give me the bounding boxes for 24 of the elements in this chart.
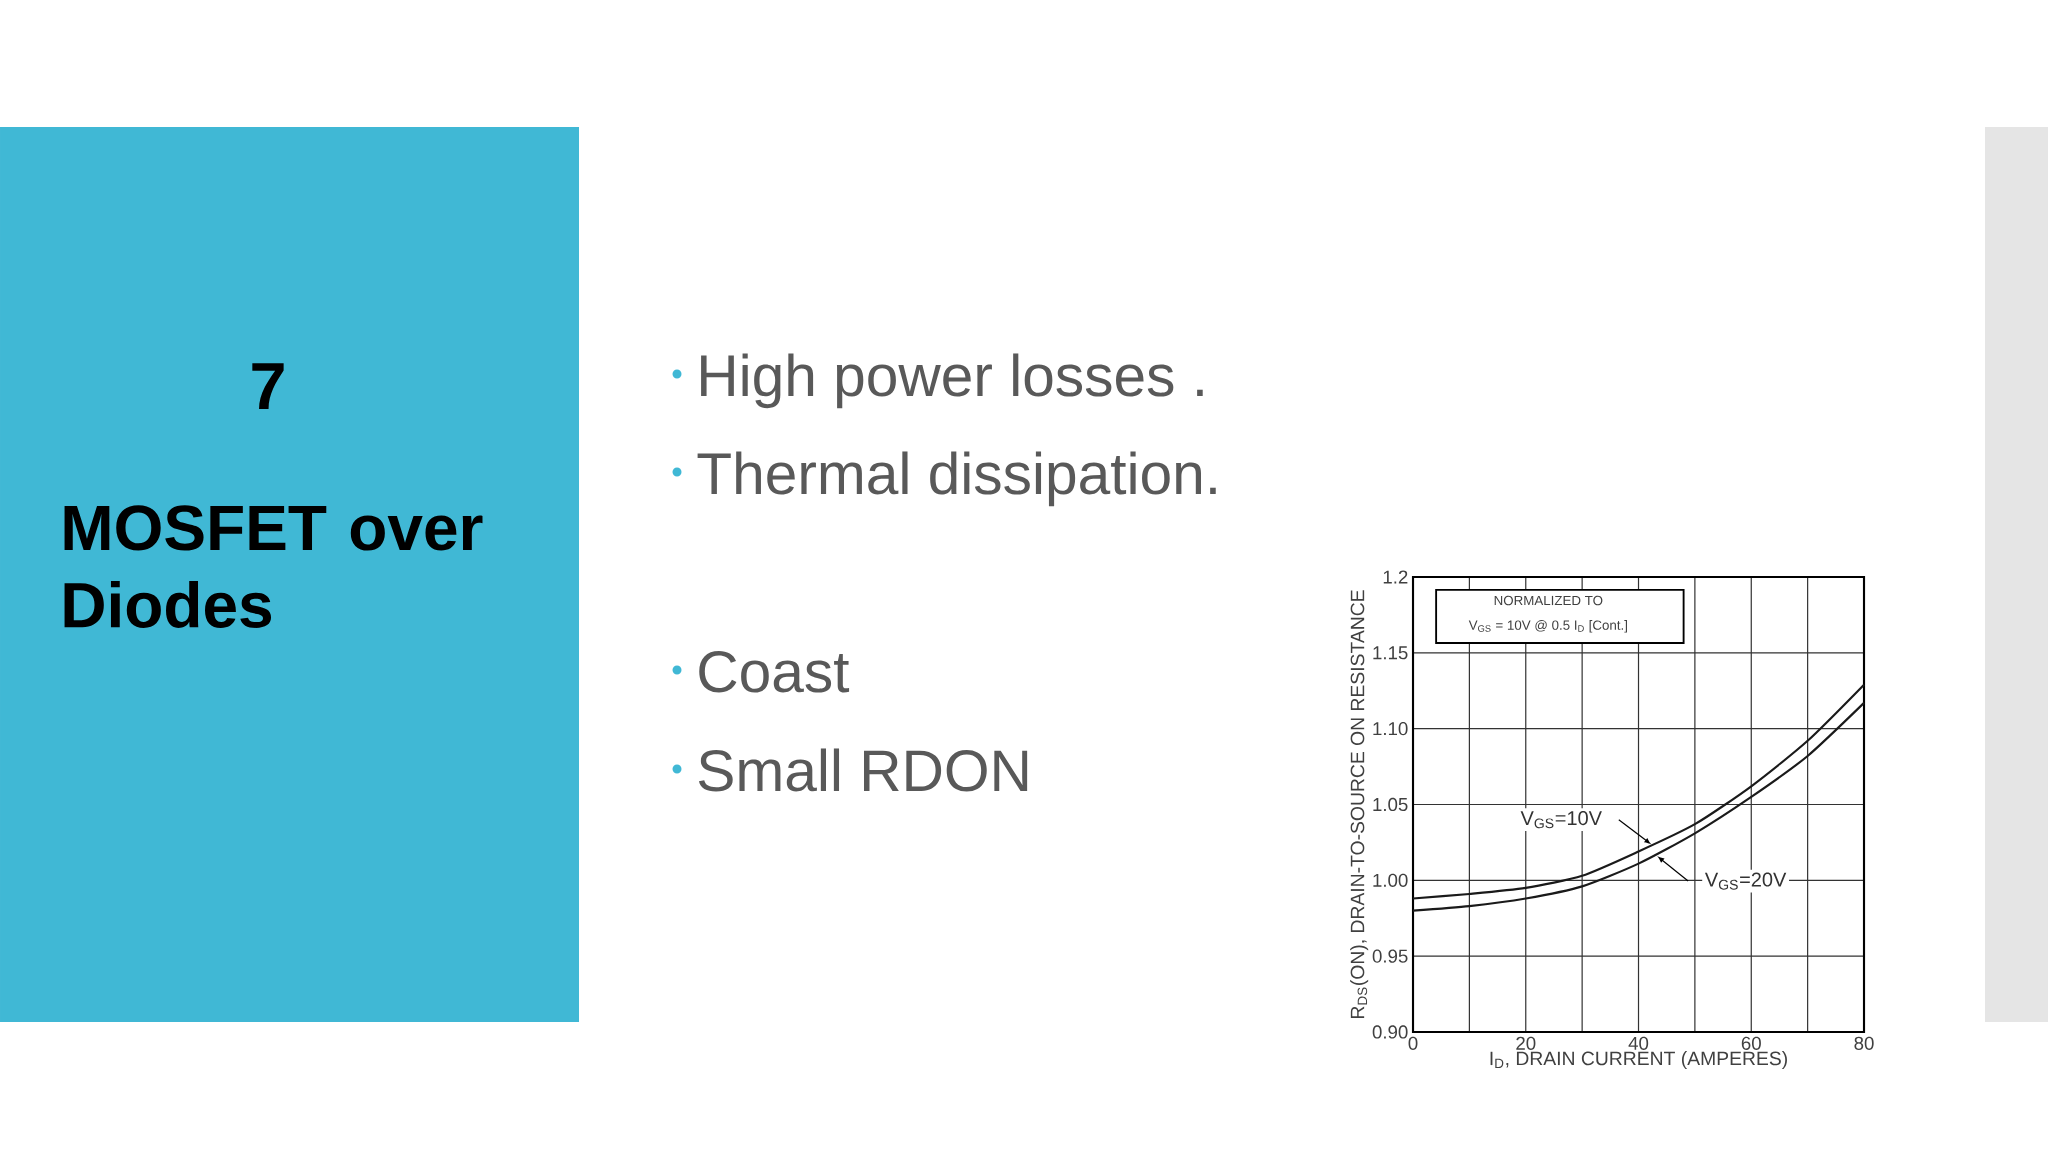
x-tick-label: 20 bbox=[1516, 1036, 1536, 1050]
y-tick-label: 1.05 bbox=[1373, 797, 1408, 812]
text: Thermal dissipation. bbox=[697, 451, 1216, 507]
text: MOSFET over Diodes bbox=[64, 505, 483, 628]
annotation: V$_{GS}$ = 10V @ 0.5 I$_{D}$ [Cont.] bbox=[1468, 620, 1627, 633]
annotation: NORMALIZED TO bbox=[1494, 595, 1603, 606]
x-axis-title: I$_{D}$, DRAIN CURRENT (AMPERES) bbox=[1490, 1051, 1787, 1070]
text: Coast bbox=[699, 651, 850, 693]
x-tick-label: 0 bbox=[1408, 1036, 1418, 1050]
y-tick-label: 1.2 bbox=[1383, 570, 1408, 584]
y-tick-label: 1.15 bbox=[1373, 646, 1408, 660]
x-tick-label: 40 bbox=[1628, 1036, 1649, 1050]
y-tick-label: 1.00 bbox=[1373, 873, 1408, 887]
text: High power losses . bbox=[701, 353, 1203, 409]
series-label: V$_{GS}$=10V bbox=[1520, 811, 1602, 829]
x-tick-label: 60 bbox=[1741, 1036, 1761, 1050]
text: 7 bbox=[252, 363, 284, 409]
y-axis-title: R$_{DS}$(ON), DRAIN-TO-SOURCE ON RESISTANCE bbox=[1350, 590, 1369, 1018]
text: Small RDON bbox=[698, 748, 1028, 792]
series-label: V$_{GS}$=20V bbox=[1704, 872, 1787, 890]
x-tick-label: 80 bbox=[1854, 1036, 1874, 1050]
y-tick-label: 1.10 bbox=[1373, 722, 1408, 736]
y-tick-label: 0.90 bbox=[1372, 1025, 1408, 1039]
y-tick-label: 0.95 bbox=[1372, 949, 1408, 963]
